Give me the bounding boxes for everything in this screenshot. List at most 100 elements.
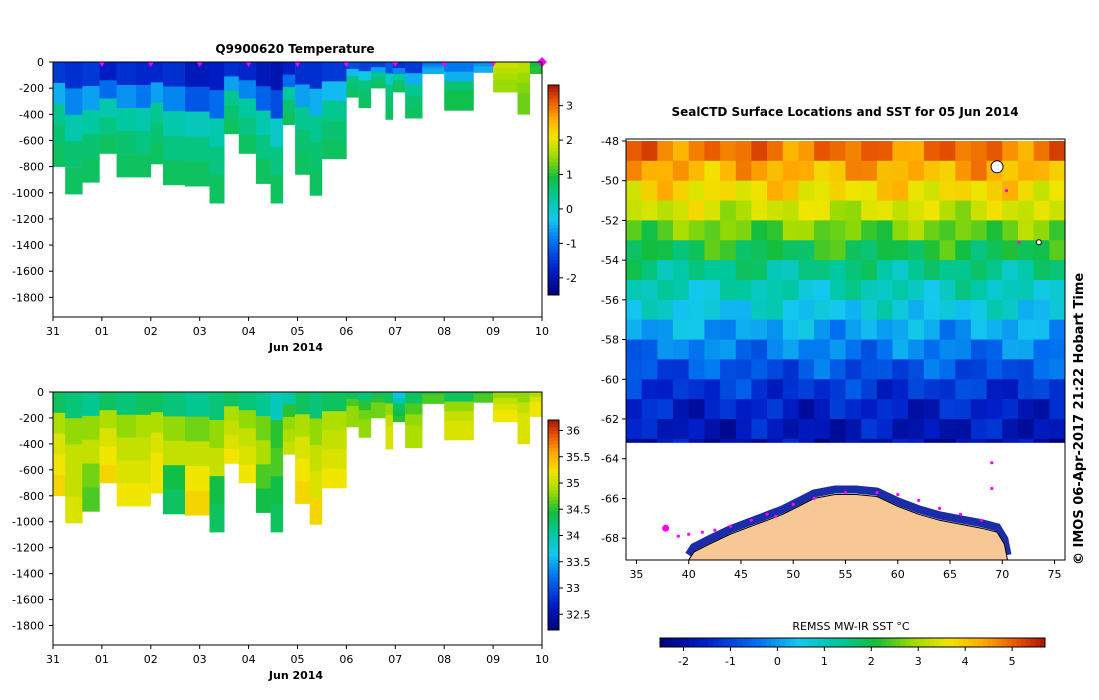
profile-cell [370,402,386,408]
profile-cell [209,476,225,505]
sst-map-axes: 35 40 45 50 55 60 65 70 75 -48 -50 -52 -54 -56 -58 -60 -… [601,135,1062,581]
colorbar-swatch [968,638,974,647]
colorbar-swatch [905,638,911,647]
lat-tick-label: -58 [601,334,619,347]
sst-cell [704,180,721,201]
sst-cell [829,299,846,321]
sst-cell [704,141,721,162]
sst-cell [970,220,987,241]
profile-cell [358,62,372,72]
profile-cell [370,392,386,398]
colorbar-swatch [987,638,993,647]
sst-cell [939,299,956,321]
profile-cell [282,87,296,100]
sst-cell [939,240,956,261]
sst-cell [845,419,862,440]
profile-cell [295,84,311,108]
sst-cell [908,200,925,221]
lon-tick-label: 45 [734,568,748,581]
x-tick-label: 06 [339,325,353,338]
sst-cell [955,339,972,360]
sst-cell [876,319,893,340]
sst-cell [782,280,799,301]
sst-cell [688,359,705,380]
profile-cell [209,146,225,176]
colorbar-swatch [548,518,559,522]
profile-cell [238,98,257,118]
sst-cell [814,280,831,301]
sst-cell [735,180,752,201]
sst-cell [829,160,846,182]
sst-cell [876,379,893,400]
seal-track [662,189,1021,538]
sst-cell [767,240,784,261]
sst-cell [923,280,940,301]
sst-cell [970,359,987,380]
sst-cell [923,220,940,241]
sst-cell [1002,180,1019,201]
profile-cell [53,145,66,167]
profile-cell [392,398,406,405]
profile-cell [65,418,83,445]
profile-cell [53,62,66,84]
profile-cell [136,62,152,86]
sst-cell [767,160,784,182]
sst-cell [767,200,784,221]
colorbar-swatch [833,638,839,647]
x-tick-label: 02 [144,653,158,666]
track-point [917,498,921,502]
colorbar-swatch [722,638,728,647]
sst-cell [955,419,972,440]
profile-cell [255,440,271,465]
sst-cell [829,399,846,420]
colorbar-swatch [948,638,954,647]
colorbar-swatch [548,423,559,428]
sst-cell [626,180,643,201]
x-tick-label: 10 [535,653,549,666]
profile-cell [370,67,386,73]
colorbar-swatch [737,638,743,647]
profile-cell [163,160,186,186]
profile-cell [238,62,257,81]
profile-cell [150,102,164,124]
sst-cell [798,299,815,321]
colorbar-tick-label: 2 [566,134,573,147]
profile-cell [282,404,296,418]
profile-cell [473,64,494,67]
sst-cell [1033,200,1050,221]
sst-cell [704,419,721,440]
profile-cell [185,416,210,442]
sst-cell [751,299,768,321]
sst-cell [861,299,878,321]
surface-marker [98,62,105,67]
profile-cell [224,392,240,407]
sst-cell [892,299,909,321]
colorbar-swatch [958,638,964,647]
sst-cell [641,280,658,301]
sst-cell [1049,339,1065,360]
profile-cell [385,85,394,97]
profile-cell [405,392,423,404]
sst-cell [908,180,925,201]
profile-cell [422,62,445,65]
sst-cell [704,339,721,360]
sst-cell [688,419,705,440]
sst-cell [735,299,752,321]
profile-cell [473,396,494,399]
colorbar-swatch [548,539,559,543]
x-tick-label: 03 [193,653,207,666]
track-point [749,518,754,522]
sst-cell [970,319,987,340]
colorbar-swatch [548,591,559,596]
colorbar-swatch [548,528,559,533]
sst-cell [876,419,893,440]
profile-cell [238,80,257,99]
sst-cell [626,260,643,281]
profile-cell [185,490,210,516]
colorbar-swatch [703,638,709,647]
profile-cell [224,449,240,464]
sst-cell [1002,240,1019,261]
sst-cell [845,399,862,420]
profile-cell [209,62,225,91]
sst-cell [986,319,1003,340]
